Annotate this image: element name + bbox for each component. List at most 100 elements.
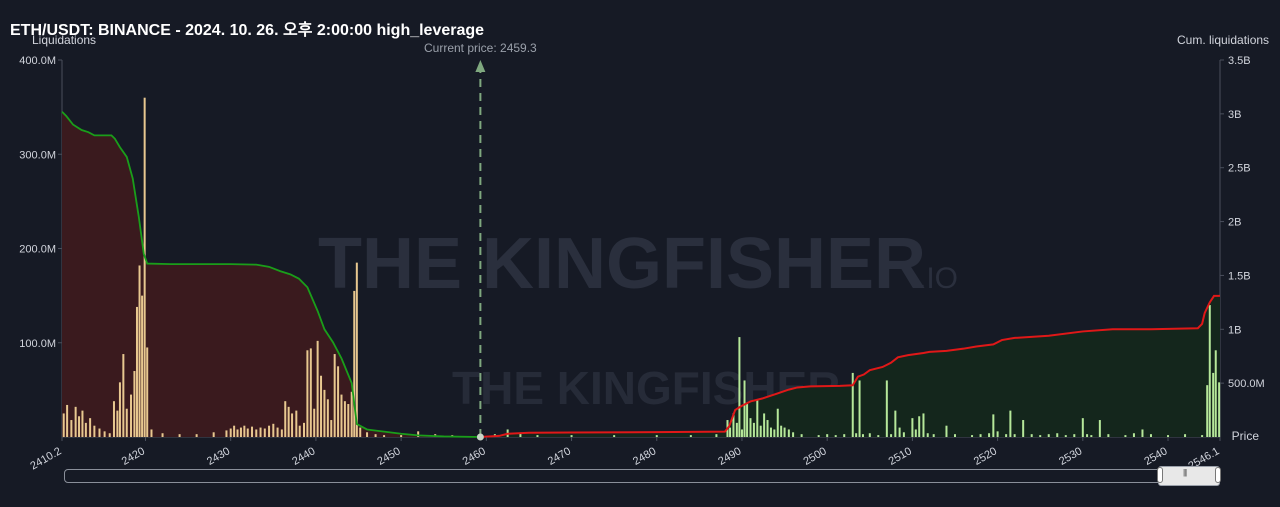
- bar-above-34: [843, 434, 846, 437]
- bar-above-55: [979, 434, 982, 437]
- bar-above-42: [890, 434, 893, 437]
- x-tick-label-7: 2480: [631, 445, 658, 468]
- watermark-suffix-large: .IO: [918, 262, 958, 295]
- bar-above-85: [1218, 382, 1221, 437]
- bar-above-38: [861, 434, 864, 437]
- bar-above-5: [613, 435, 616, 437]
- yl-tick-label-0: 400.0M: [19, 55, 56, 67]
- bar-below-55: [323, 389, 326, 437]
- bar-below-33: [239, 427, 242, 437]
- bar-above-13: [738, 337, 741, 437]
- bar-above-47: [914, 429, 917, 437]
- bar-above-30: [800, 434, 803, 437]
- bar-above-83: [1212, 372, 1215, 437]
- bar-below-48: [298, 425, 301, 437]
- left-axis-title: Liquidations: [32, 33, 97, 47]
- bar-below-1: [66, 404, 69, 437]
- bar-above-4: [570, 435, 573, 437]
- bar-below-12: [112, 401, 115, 437]
- bar-below-49: [302, 422, 305, 437]
- bar-above-31: [817, 435, 820, 437]
- bar-below-2: [70, 420, 73, 437]
- bar-above-3: [536, 435, 539, 437]
- bar-above-58: [996, 431, 999, 437]
- x-axis-ticks: 2410.2 2420 2430 2440 2450 2460 2470 2480 2490 25…: [28, 437, 1222, 472]
- bar-below-6: [84, 422, 87, 437]
- bar-below-50: [306, 350, 309, 437]
- bar-above-32: [826, 434, 829, 437]
- bar-above-61: [1013, 434, 1016, 437]
- bar-above-24: [773, 429, 776, 437]
- bar-above-76: [1141, 429, 1144, 437]
- bar-above-59: [1005, 434, 1008, 437]
- scrollbar-thumb[interactable]: |||: [1157, 466, 1221, 486]
- yr-tick-label-6: 500.0M: [1228, 378, 1265, 390]
- bar-above-54: [971, 435, 974, 437]
- bar-above-14: [740, 429, 743, 437]
- bar-below-27: [195, 434, 198, 437]
- bar-below-42: [276, 427, 279, 437]
- bar-below-71: [417, 431, 420, 437]
- bar-below-34: [243, 425, 246, 437]
- bar-above-11: [732, 413, 735, 437]
- bar-above-16: [746, 404, 749, 437]
- current-price-label: Current price: 2459.3: [424, 41, 537, 55]
- right-axis-title: Cum. liquidations: [1177, 33, 1270, 47]
- bar-below-30: [229, 428, 232, 437]
- bar-below-21: [141, 295, 144, 437]
- bar-above-23: [769, 427, 772, 437]
- bar-above-63: [1030, 434, 1033, 437]
- scrollbar-right-handle[interactable]: [1215, 467, 1221, 483]
- bar-above-69: [1081, 418, 1084, 437]
- bar-below-23: [146, 347, 149, 437]
- bar-below-10: [103, 431, 106, 437]
- bar-below-22: [143, 97, 146, 437]
- bar-below-39: [263, 428, 266, 437]
- bar-above-21: [763, 413, 766, 437]
- x-tick-label-5: 2460: [461, 445, 488, 468]
- grip-icon: |||: [1183, 468, 1187, 477]
- bar-below-38: [259, 427, 262, 437]
- scrollbar-left-handle[interactable]: [1157, 467, 1163, 483]
- short-cumulative-area: [62, 111, 481, 438]
- bar-above-75: [1132, 433, 1135, 437]
- yr-tick-label-5: 1B: [1228, 324, 1241, 336]
- bar-below-0: [62, 413, 65, 437]
- bar-above-29: [792, 432, 795, 437]
- bar-below-28: [212, 432, 215, 437]
- bar-below-61: [343, 401, 346, 437]
- bar-below-69: [383, 435, 386, 437]
- bar-above-71: [1090, 435, 1093, 437]
- bar-above-84: [1214, 350, 1217, 437]
- bar-below-9: [98, 428, 101, 437]
- bar-below-56: [326, 399, 329, 437]
- x-tick-label-9: 2500: [801, 445, 828, 468]
- long-cumulative-area: [480, 295, 1220, 437]
- bar-below-70: [400, 435, 403, 437]
- bar-below-5: [81, 410, 84, 437]
- bar-above-52: [945, 425, 948, 437]
- bar-above-45: [902, 432, 905, 437]
- liquidation-bars: [62, 97, 1221, 437]
- bar-below-62: [347, 404, 350, 437]
- bar-below-8: [93, 425, 96, 437]
- yr-tick-label-2: 2.5B: [1228, 163, 1251, 175]
- bar-above-28: [787, 429, 790, 437]
- x-tick-label-11: 2520: [972, 445, 999, 468]
- bar-above-43: [894, 410, 897, 437]
- bar-above-18: [752, 422, 755, 437]
- bar-below-26: [178, 434, 181, 437]
- bar-below-16: [125, 408, 128, 437]
- bar-above-27: [783, 427, 786, 437]
- yr-tick-label-1: 3B: [1228, 109, 1241, 121]
- bar-above-12: [735, 422, 738, 437]
- bar-below-36: [251, 426, 254, 437]
- bar-below-15: [122, 354, 125, 437]
- bar-above-8: [715, 434, 718, 437]
- bar-below-11: [108, 433, 111, 437]
- bar-above-80: [1201, 435, 1204, 437]
- zoom-scrollbar[interactable]: |||: [64, 466, 1221, 486]
- bar-above-70: [1086, 434, 1089, 437]
- right-y-axis-ticks: 3.5B 3B 2.5B 2B 1.5B 1B 500.0M: [1220, 55, 1265, 390]
